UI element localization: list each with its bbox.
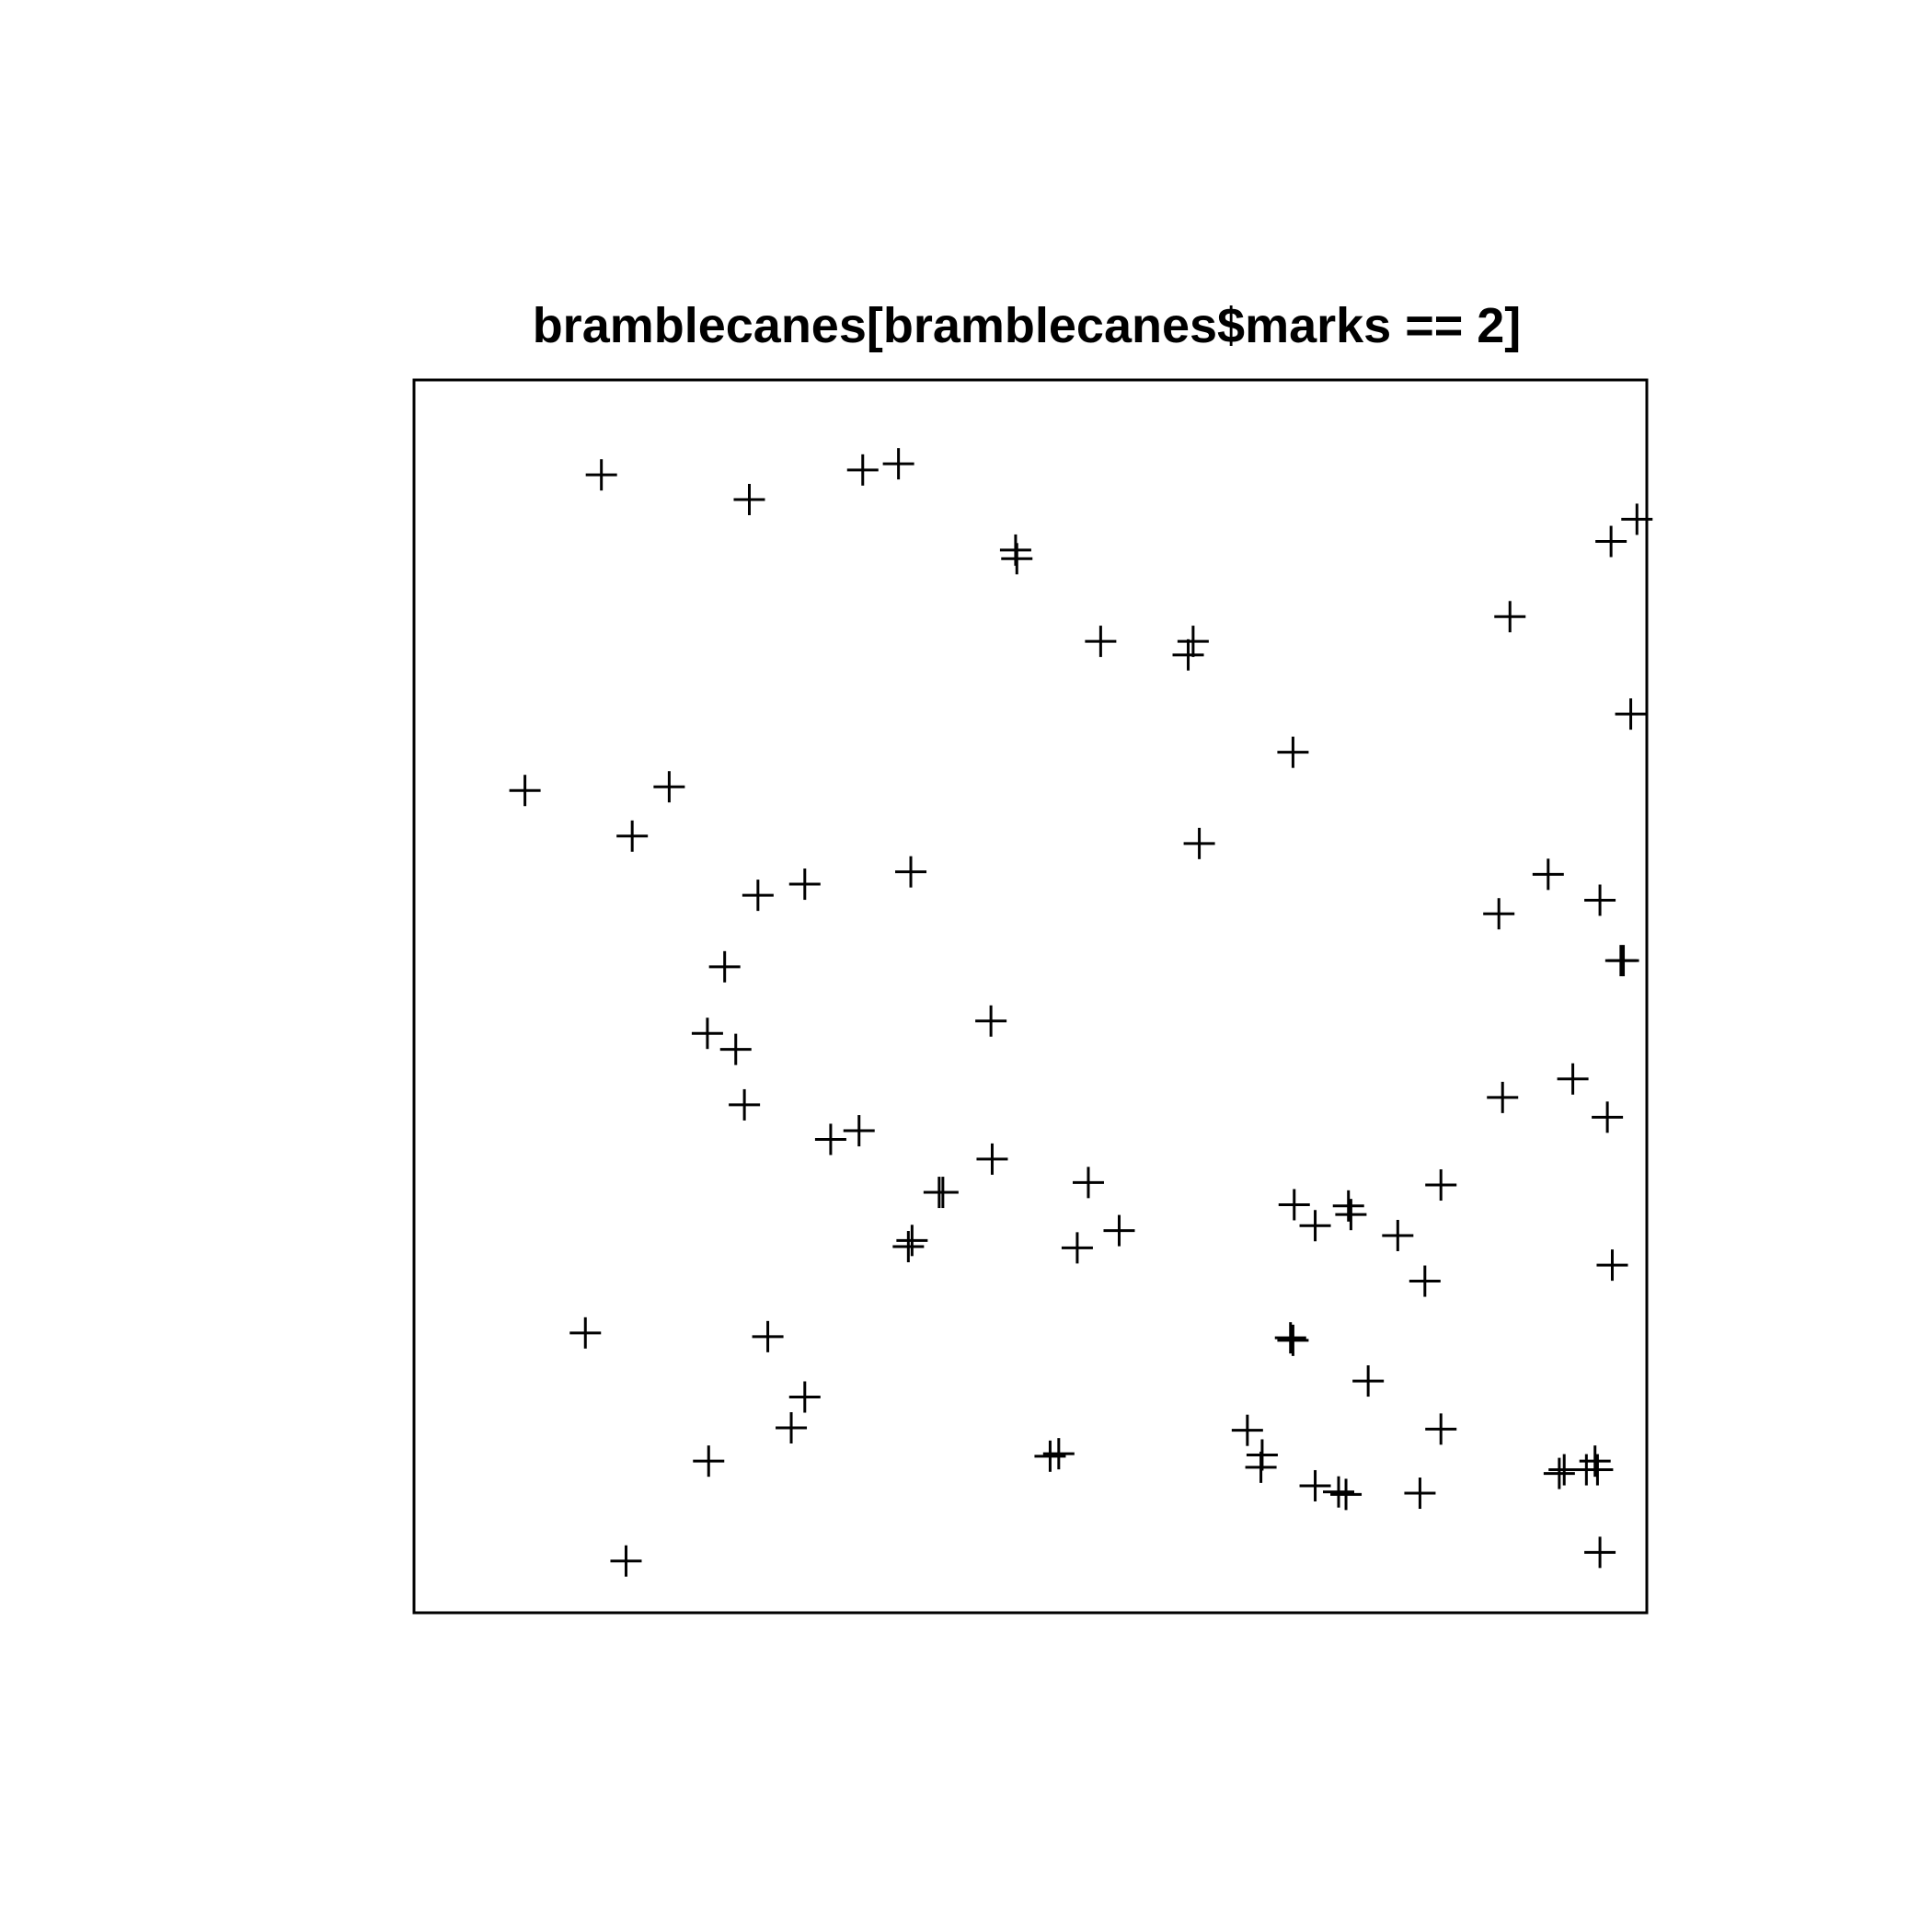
data-point-58 [776,1412,808,1443]
chart-title: bramblecanes[bramblecanes$marks == 2] [533,298,1522,353]
data-point-64 [1231,1414,1263,1446]
data-point-19 [788,868,821,901]
points-layer [509,448,1653,1577]
data-point-13 [1615,698,1647,730]
data-point-23 [1532,858,1564,891]
data-point-34 [976,1143,1008,1175]
data-point-15 [509,775,541,807]
data-point-24 [1584,884,1616,916]
data-point-21 [1183,827,1215,859]
data-point-66 [1245,1451,1277,1483]
data-point-45 [1278,1189,1310,1221]
data-point-54 [752,1320,784,1352]
data-point-20 [895,856,927,888]
data-point-18 [742,880,774,912]
data-point-43 [1557,1063,1589,1095]
plot-frame [412,378,1649,1615]
data-point-28 [691,1018,723,1050]
data-point-1 [585,459,617,491]
data-point-56 [1277,1324,1309,1356]
data-point-61 [693,1445,725,1478]
data-point-36 [926,1177,959,1209]
data-point-40 [1061,1232,1093,1264]
data-point-12 [1494,601,1526,633]
data-point-46 [1299,1210,1331,1242]
data-point-52 [1596,1249,1628,1282]
data-point-50 [1425,1169,1457,1202]
data-point-30 [729,1088,761,1121]
data-point-70 [1404,1478,1436,1510]
data-point-37 [1072,1167,1104,1199]
data-point-48 [1335,1199,1367,1231]
data-point-27 [708,950,741,983]
data-point-33 [843,1115,875,1147]
data-point-62 [1034,1440,1066,1472]
data-point-60 [1425,1413,1457,1445]
data-point-57 [788,1381,821,1413]
data-point-38 [896,1225,928,1257]
data-point-4 [882,448,914,480]
data-point-14 [1277,736,1309,768]
data-point-29 [719,1033,752,1065]
data-point-31 [975,1005,1007,1037]
data-point-41 [1103,1214,1135,1247]
data-point-9 [1172,638,1204,671]
data-point-71 [1543,1457,1575,1489]
data-point-47 [1332,1190,1364,1222]
data-point-26 [1607,945,1639,977]
data-point-17 [616,820,649,852]
data-point-6 [1001,543,1033,575]
data-point-59 [1352,1365,1385,1397]
data-point-51 [1409,1265,1441,1297]
data-point-74 [1581,1454,1614,1486]
data-point-42 [1487,1081,1519,1113]
data-point-2 [733,483,765,515]
data-point-76 [610,1545,642,1577]
data-point-67 [1299,1469,1331,1501]
data-point-39 [892,1231,925,1263]
data-point-22 [1483,898,1515,930]
data-point-8 [1177,626,1209,658]
data-point-11 [1621,503,1653,535]
data-point-69 [1330,1478,1363,1511]
data-point-3 [846,454,879,486]
data-point-75 [1579,1445,1611,1478]
data-point-7 [1085,626,1117,658]
data-point-63 [1042,1438,1075,1470]
data-point-16 [653,771,685,803]
data-point-77 [1584,1536,1616,1569]
data-point-10 [1595,525,1627,558]
data-point-55 [1274,1322,1306,1354]
data-point-44 [1592,1101,1624,1133]
data-point-53 [569,1317,602,1349]
data-point-49 [1382,1219,1414,1251]
data-point-32 [814,1123,846,1156]
data-point-68 [1323,1476,1354,1508]
